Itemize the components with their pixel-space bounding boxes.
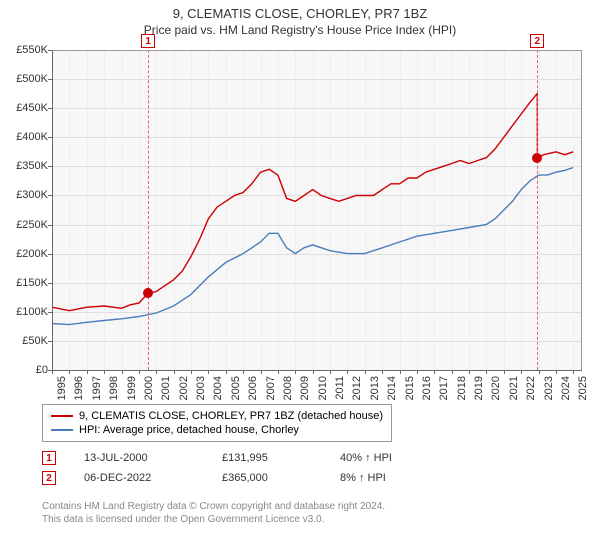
footer-attribution: Contains HM Land Registry data © Crown c… xyxy=(42,500,562,526)
chart: 12 £0£50K£100K£150K£200K£250K£300K£350K£… xyxy=(0,44,600,404)
legend-item: 9, CLEMATIS CLOSE, CHORLEY, PR7 1BZ (det… xyxy=(51,409,383,423)
series-lines xyxy=(52,50,582,370)
y-axis-label: £200K xyxy=(16,248,48,260)
x-axis-label: 1995 xyxy=(56,376,68,400)
x-axis-label: 2002 xyxy=(178,376,190,400)
x-axis-label: 2014 xyxy=(386,376,398,400)
x-axis-label: 2003 xyxy=(195,376,207,400)
x-axis-label: 2009 xyxy=(299,376,311,400)
x-axis-label: 2022 xyxy=(525,376,537,400)
event-marker-2: 2 xyxy=(530,34,544,48)
x-axis-label: 2021 xyxy=(508,376,520,400)
x-axis xyxy=(52,370,582,371)
legend-item: HPI: Average price, detached house, Chor… xyxy=(51,423,383,437)
x-axis-label: 2015 xyxy=(404,376,416,400)
event-marker-1: 1 xyxy=(141,34,155,48)
y-axis xyxy=(52,50,53,370)
legend-label: 9, CLEMATIS CLOSE, CHORLEY, PR7 1BZ (det… xyxy=(79,410,383,422)
x-axis-label: 1999 xyxy=(126,376,138,400)
legend: 9, CLEMATIS CLOSE, CHORLEY, PR7 1BZ (det… xyxy=(42,404,392,442)
event-dot-2 xyxy=(532,153,542,163)
event-row-price: £365,000 xyxy=(222,472,312,484)
y-axis-label: £300K xyxy=(16,189,48,201)
event-dot-1 xyxy=(143,288,153,298)
x-axis-label: 2006 xyxy=(247,376,259,400)
legend-label: HPI: Average price, detached house, Chor… xyxy=(79,424,299,436)
x-axis-label: 2013 xyxy=(369,376,381,400)
x-axis-label: 2001 xyxy=(160,376,172,400)
event-row-marker: 2 xyxy=(42,471,56,485)
x-axis-label: 2019 xyxy=(473,376,485,400)
x-axis-label: 1998 xyxy=(108,376,120,400)
event-row-pct: 8% ↑ HPI xyxy=(340,472,440,484)
series-hpi xyxy=(52,168,573,325)
x-axis-label: 1996 xyxy=(73,376,85,400)
x-axis-label: 2005 xyxy=(230,376,242,400)
events-table: 1 13-JUL-2000 £131,995 40% ↑ HPI 2 06-DEC-202… xyxy=(42,448,562,488)
x-axis-label: 1997 xyxy=(91,376,103,400)
x-axis-label: 2023 xyxy=(543,376,555,400)
x-axis-label: 2017 xyxy=(438,376,450,400)
x-axis-label: 2010 xyxy=(317,376,329,400)
footer-line-1: Contains HM Land Registry data © Crown c… xyxy=(42,500,562,513)
x-axis-label: 2011 xyxy=(334,376,346,400)
x-axis-label: 2000 xyxy=(143,376,155,400)
x-axis-label: 2025 xyxy=(577,376,589,400)
x-axis-label: 2007 xyxy=(265,376,277,400)
y-axis-label: £100K xyxy=(16,306,48,318)
y-axis-label: £0 xyxy=(36,364,48,376)
event-row-price: £131,995 xyxy=(222,452,312,464)
event-row-pct: 40% ↑ HPI xyxy=(340,452,440,464)
x-axis-label: 2004 xyxy=(212,376,224,400)
y-axis-label: £50K xyxy=(22,335,48,347)
x-axis-label: 2008 xyxy=(282,376,294,400)
y-axis-label: £450K xyxy=(16,102,48,114)
event-row-date: 13-JUL-2000 xyxy=(84,452,194,464)
x-axis-label: 2016 xyxy=(421,376,433,400)
y-axis-label: £150K xyxy=(16,277,48,289)
x-axis-label: 2020 xyxy=(490,376,502,400)
event-row: 1 13-JUL-2000 £131,995 40% ↑ HPI xyxy=(42,448,562,468)
footer-line-2: This data is licensed under the Open Gov… xyxy=(42,513,562,526)
y-axis-label: £250K xyxy=(16,219,48,231)
legend-swatch xyxy=(51,415,73,417)
legend-swatch xyxy=(51,429,73,431)
chart-subtitle: Price paid vs. HM Land Registry's House … xyxy=(0,21,600,37)
x-axis-label: 2012 xyxy=(351,376,363,400)
chart-title: 9, CLEMATIS CLOSE, CHORLEY, PR7 1BZ xyxy=(0,0,600,21)
y-axis-label: £400K xyxy=(16,131,48,143)
event-row-date: 06-DEC-2022 xyxy=(84,472,194,484)
event-row: 2 06-DEC-2022 £365,000 8% ↑ HPI xyxy=(42,468,562,488)
y-axis-label: £550K xyxy=(16,44,48,56)
y-axis-label: £350K xyxy=(16,160,48,172)
series-price_paid xyxy=(52,94,573,311)
x-axis-label: 2018 xyxy=(456,376,468,400)
x-axis-label: 2024 xyxy=(560,376,572,400)
event-row-marker: 1 xyxy=(42,451,56,465)
y-axis-label: £500K xyxy=(16,73,48,85)
